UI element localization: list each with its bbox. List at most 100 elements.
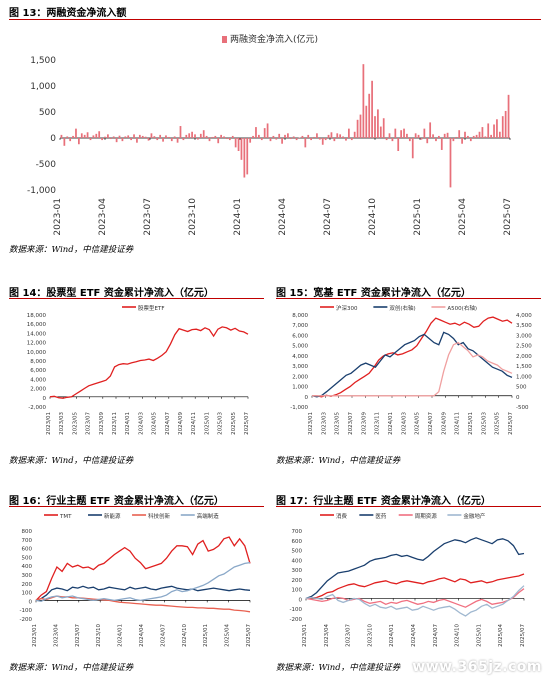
bar <box>420 138 423 140</box>
bar <box>284 134 286 138</box>
x-tick-label: 2025-01 <box>413 198 423 236</box>
y-tick-label: 0 <box>29 599 33 605</box>
bar <box>362 64 365 138</box>
x-tick-label: 2025/01 <box>476 624 482 647</box>
x-tick-label: 2024/01 <box>389 624 395 647</box>
y-tick-label: 6,000 <box>292 333 308 339</box>
y-tick-label: 700 <box>292 529 303 535</box>
y-tick-label: 100 <box>22 591 33 597</box>
bar <box>136 138 138 143</box>
bar <box>469 138 472 142</box>
x-tick-label: 2023/09 <box>99 412 105 435</box>
x-tick-label: 2023/11 <box>112 412 118 435</box>
bar <box>507 94 510 138</box>
x-tick-label: 2023/03 <box>321 412 327 435</box>
bar <box>107 134 109 138</box>
y-tick-label: 200 <box>22 582 33 588</box>
bar <box>336 133 339 138</box>
y-tick-label: 500 <box>22 555 33 561</box>
x-tick-label: 2023/07 <box>348 412 354 435</box>
x-tick-label: 2025/01 <box>203 624 209 647</box>
bar <box>258 134 260 138</box>
bar <box>115 138 118 143</box>
bar <box>304 138 307 148</box>
bar <box>356 119 359 138</box>
bar <box>228 138 231 141</box>
y-tick-label: 500 <box>39 108 56 118</box>
y-tick-label: 500 <box>292 549 303 555</box>
series-line <box>35 536 251 601</box>
x-tick-label: 2023/09 <box>361 412 367 435</box>
chart-16-title: 图 16：行业主题 ETF 资金累计净流入（亿元） <box>9 496 224 507</box>
x-tick-label: 2023/07 <box>346 624 352 647</box>
bar <box>60 134 63 138</box>
x-tick-label: 2025/05 <box>495 412 501 435</box>
bar <box>365 105 368 138</box>
y2-tick-label: 500 <box>516 385 527 391</box>
bar <box>403 128 405 138</box>
bar <box>339 134 342 138</box>
series-line <box>305 585 525 617</box>
bar <box>504 110 507 138</box>
bar <box>179 126 182 138</box>
x-tick-label: 2023/01 <box>46 412 52 435</box>
chart-15-plot: -1,000 0 1,000 2,000 3,000 4,000 5,000 6,000 7,0… <box>290 304 532 435</box>
bar <box>63 138 66 146</box>
x-tick-label: 2024/04 <box>139 624 145 647</box>
bar <box>484 136 487 138</box>
y-tick-label: 100 <box>292 588 303 594</box>
bar <box>211 136 214 138</box>
legend-label: 高端制造 <box>197 512 220 520</box>
bar <box>342 136 344 138</box>
bar <box>199 133 202 138</box>
x-tick-label: 2023/07 <box>75 624 81 647</box>
x-tick-label: 2023-10 <box>188 198 198 236</box>
chart-13-source: 数据来源：Wind，中信建投证券 <box>9 245 134 255</box>
bar <box>423 128 426 138</box>
y-tick-label: -200 <box>290 617 303 623</box>
bar <box>138 134 141 138</box>
x-tick-label: 2024/01 <box>118 624 124 647</box>
bar <box>388 133 391 138</box>
bar <box>493 124 495 138</box>
y2-tick-label: 3,500 <box>516 323 532 329</box>
bar <box>176 138 179 143</box>
series-line <box>35 561 251 602</box>
bar <box>353 131 356 138</box>
legend-label: 两融资金净流入(亿元) <box>230 33 318 45</box>
bar <box>498 131 501 138</box>
bar <box>429 122 432 138</box>
x-tick-label: 2025-07 <box>503 198 513 236</box>
series-line <box>312 341 513 397</box>
bar <box>440 138 443 150</box>
chart-14-rule <box>9 298 264 299</box>
x-tick-label: 2024/03 <box>401 412 407 435</box>
bar <box>292 136 295 138</box>
chart-17-source: 数据来源：Wind，中信建投证券 <box>276 663 401 673</box>
bar <box>385 138 388 141</box>
y-tick-label: 2,000 <box>30 387 46 393</box>
y-tick-label: -100 <box>290 607 303 613</box>
bar <box>231 135 234 138</box>
y-tick-label: 5,000 <box>292 344 308 350</box>
y-tick-label: 16,000 <box>27 322 47 328</box>
y-tick-label: 1,000 <box>30 82 56 92</box>
y-tick-label: 800 <box>22 529 33 535</box>
bar <box>168 136 170 138</box>
bar <box>397 138 400 151</box>
x-tick-label: 2023/04 <box>324 624 330 647</box>
bar <box>298 137 301 138</box>
bar <box>170 138 173 142</box>
x-tick-label: 2024/09 <box>178 412 184 435</box>
bar <box>426 138 429 144</box>
x-tick-label: 2023/05 <box>72 412 78 435</box>
bar <box>182 138 185 141</box>
series-line <box>35 595 251 613</box>
chart-13-title: 图 13：两融资金净流入额 <box>9 8 127 19</box>
x-tick-label: 2025/04 <box>498 624 504 647</box>
bar <box>153 136 156 138</box>
y-tick-label: 600 <box>22 547 33 553</box>
x-tick-label: 2023/10 <box>96 624 102 647</box>
bar <box>496 119 498 138</box>
legend-label: 医药 <box>375 512 387 520</box>
